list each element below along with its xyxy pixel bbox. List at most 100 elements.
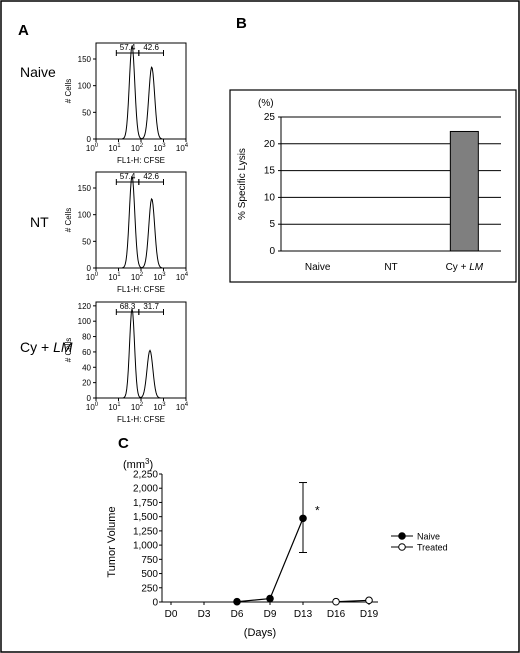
category-label: Naive (305, 262, 331, 273)
x-tick-label: 103 (153, 402, 166, 412)
legend-marker (398, 543, 406, 551)
y-tick-label: 0 (87, 264, 92, 273)
gate-label: 57.4 (120, 172, 136, 181)
y-tick-label: 10 (264, 192, 276, 203)
x-tick-base: 10 (176, 403, 185, 412)
y-tick-label: 100 (78, 211, 92, 220)
x-tick-exponent: 2 (140, 402, 144, 408)
row-label: Naive (20, 64, 56, 80)
x-tick-base: 10 (86, 273, 95, 282)
y-axis-label: Tumor Volume (106, 506, 118, 577)
x-tick-base: 10 (176, 144, 185, 153)
x-tick-exponent: 1 (117, 272, 121, 278)
y-tick-label: 100 (78, 317, 92, 326)
x-tick-base: 10 (131, 403, 140, 412)
x-tick-label: 104 (176, 143, 189, 153)
data-point (365, 596, 373, 605)
y-tick-label: 1,000 (133, 541, 158, 552)
x-tick-exponent: 4 (185, 143, 189, 149)
x-tick-base: 10 (131, 273, 140, 282)
category-label: NT (384, 262, 397, 273)
y-tick-label: 0 (87, 135, 92, 144)
x-axis-label: FL1-H: CFSE (117, 156, 165, 165)
y-unit-label: (mm3) (123, 457, 153, 471)
x-tick-label: 104 (176, 272, 189, 282)
row-label-italic: LM (53, 339, 73, 355)
y-axis-label: % Specific Lysis (237, 148, 248, 220)
category-label-italic: LM (469, 262, 484, 273)
bar (449, 130, 479, 252)
x-tick-exponent: 3 (162, 143, 166, 149)
tumor-volume-chart: (mm3) 0 250 500 750 1,000 1,250 1,500 1,750 2,000… (106, 457, 448, 639)
y-tick-label: 50 (82, 108, 91, 117)
row-label-prefix: Cy + (20, 339, 53, 355)
x-tick-exponent: 0 (95, 143, 99, 149)
x-tick-label: 102 (131, 402, 144, 412)
x-tick-base: 10 (86, 144, 95, 153)
x-tick-label: D0 (165, 609, 178, 620)
row-label: Cy + LM (20, 339, 73, 355)
x-tick-label: 103 (153, 272, 166, 282)
x-tick-label: D13 (294, 609, 313, 620)
x-tick-exponent: 3 (162, 402, 166, 408)
data-point (266, 594, 274, 603)
y-tick-label: 50 (82, 237, 91, 246)
gate-label: 57.4 (120, 43, 136, 52)
y-tick-label: 60 (82, 348, 91, 357)
lysis-bar-chart: (%) 0 5 10 15 20 25 % Specific Lysis Naive NT Cy +… (229, 89, 517, 283)
y-tick-label: 0 (152, 598, 158, 609)
series-line (236, 518, 304, 603)
y-unit-label: (%) (258, 98, 274, 109)
y-axis-label: # Cells (64, 79, 73, 103)
y-tick-label: 1,500 (133, 512, 158, 523)
category-label-text: NT (384, 262, 397, 273)
y-tick-label: 40 (82, 363, 91, 372)
y-tick-label: 1,250 (133, 526, 158, 537)
plot-frame (95, 301, 187, 399)
x-tick-exponent: 4 (185, 402, 189, 408)
panel-label-c: C (118, 435, 129, 452)
x-tick-label: 101 (108, 143, 121, 153)
x-tick-exponent: 0 (95, 402, 99, 408)
panel-label-b: B (236, 15, 247, 32)
y-tick-label: 100 (78, 82, 92, 91)
row-label: NT (30, 214, 49, 230)
chart-border (229, 89, 517, 283)
legend-marker (398, 532, 406, 540)
category-label-text: Cy + (446, 262, 470, 273)
x-tick-base: 10 (153, 273, 162, 282)
data-point (299, 514, 307, 523)
x-tick-exponent: 3 (162, 272, 166, 278)
legend-label: Treated (417, 543, 448, 553)
x-tick-base: 10 (153, 403, 162, 412)
x-tick-label: 101 (108, 272, 121, 282)
x-tick-base: 10 (108, 144, 117, 153)
x-tick-label: 100 (86, 402, 99, 412)
x-axis-label: FL1-H: CFSE (117, 285, 165, 294)
y-tick-label: 15 (264, 166, 276, 177)
x-tick-exponent: 0 (95, 272, 99, 278)
x-tick-base: 10 (131, 144, 140, 153)
series-line (335, 599, 370, 603)
x-tick-exponent: 2 (140, 272, 144, 278)
y-tick-label: 150 (78, 184, 92, 193)
y-tick-label: 20 (264, 139, 276, 150)
x-tick-label: 100 (86, 143, 99, 153)
significance-marker: * (315, 503, 320, 517)
x-axis-label: (Days) (244, 627, 276, 639)
histogram-curve (96, 308, 186, 399)
x-tick-label: 101 (108, 402, 121, 412)
y-tick-label: 80 (82, 333, 91, 342)
y-tick-label: 25 (264, 112, 276, 123)
histogram-curve (96, 176, 186, 269)
x-tick-label: D9 (264, 609, 277, 620)
x-tick-label: 103 (153, 143, 166, 153)
plot-frame (95, 42, 187, 140)
legend-label: Naive (417, 532, 440, 542)
x-tick-label: 100 (86, 272, 99, 282)
y-tick-label: 2,000 (133, 484, 158, 495)
